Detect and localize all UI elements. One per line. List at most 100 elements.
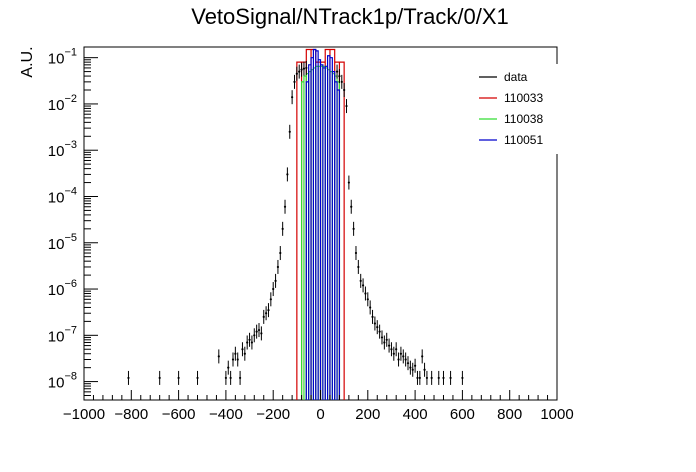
data-point	[276, 265, 280, 269]
data-point	[265, 312, 268, 315]
x-tick-label: 400	[403, 406, 428, 423]
legend-box	[474, 64, 558, 154]
data-point	[127, 376, 130, 380]
data-point	[418, 376, 421, 380]
y-tick-label: 10−1	[48, 47, 77, 68]
data-point	[293, 80, 296, 83]
data-point	[281, 227, 284, 230]
data-point	[380, 336, 384, 339]
data-point	[373, 322, 376, 325]
data-point	[286, 173, 289, 176]
data-points-layer	[127, 60, 464, 385]
data-point	[409, 366, 412, 369]
data-point	[395, 348, 398, 351]
data-point	[300, 68, 303, 71]
x-tick-label: −1000	[63, 406, 105, 423]
x-tick-label: 200	[355, 406, 380, 423]
data-point	[305, 66, 308, 70]
data-point	[411, 368, 414, 371]
x-tick-label: 800	[497, 406, 522, 423]
data-point	[402, 355, 405, 358]
data-point	[425, 376, 429, 380]
data-point	[291, 96, 294, 99]
data-point	[461, 376, 464, 380]
x-tick-label: −200	[256, 406, 290, 423]
data-point	[260, 332, 263, 335]
legend-label-110033: 110033	[504, 91, 543, 105]
data-point	[224, 376, 227, 380]
y-axis-label: A.U.	[19, 46, 36, 77]
data-point	[414, 364, 417, 367]
data-point	[354, 251, 358, 255]
legend-label-110051: 110051	[504, 133, 543, 147]
series-110051-histogram	[305, 48, 341, 400]
x-axis-ticks: −1000 −800 −600 −400 −200 0 200 400 600 800 1000	[63, 390, 574, 423]
data-point	[421, 355, 424, 358]
data-point	[369, 306, 372, 309]
data-point	[404, 358, 407, 361]
data-point	[217, 355, 220, 358]
legend-label-110038: 110038	[504, 112, 543, 126]
x-tick-label: −600	[162, 406, 196, 423]
data-point	[385, 338, 388, 341]
data-point	[345, 104, 348, 108]
data-point	[257, 328, 261, 332]
data-point	[364, 292, 367, 295]
data-point	[236, 358, 239, 361]
data-point	[177, 376, 180, 380]
data-point	[392, 352, 395, 355]
data-point	[262, 315, 265, 318]
data-point	[231, 358, 235, 361]
data-point	[343, 88, 346, 92]
data-point	[279, 251, 282, 255]
data-point	[227, 366, 230, 369]
data-point	[269, 298, 272, 301]
data-point	[295, 72, 298, 75]
y-tick-label: 10−5	[48, 232, 77, 253]
data-point	[241, 348, 244, 351]
data-point	[361, 284, 365, 287]
data-point	[416, 376, 419, 380]
data-point	[347, 181, 350, 184]
x-tick-label: 1000	[540, 406, 573, 423]
data-point	[234, 352, 237, 355]
data-point	[243, 352, 246, 355]
data-point	[338, 74, 341, 78]
data-point	[437, 376, 440, 380]
data-point	[255, 330, 258, 333]
x-tick-label: −800	[114, 406, 148, 423]
data-point	[442, 376, 445, 380]
data-point	[248, 338, 251, 341]
data-point	[158, 376, 161, 380]
data-point	[397, 358, 400, 361]
x-tick-label: 0	[316, 406, 324, 423]
data-point	[335, 70, 339, 73]
data-point	[366, 298, 369, 301]
data-point	[274, 279, 277, 282]
data-point	[250, 341, 254, 344]
data-point	[359, 279, 362, 282]
data-point	[378, 330, 381, 333]
data-point	[302, 67, 306, 70]
y-tick-label: 10−7	[48, 324, 77, 345]
y-tick-label: 10−3	[48, 139, 77, 160]
data-point	[196, 376, 199, 380]
y-tick-label: 10−2	[48, 93, 77, 114]
data-point	[383, 341, 386, 344]
y-tick-label: 10−6	[48, 278, 77, 299]
data-point	[253, 334, 256, 337]
data-point	[283, 205, 287, 208]
x-tick-label: −400	[209, 406, 243, 423]
legend-label-data: data	[504, 70, 528, 84]
histogram-layer	[296, 48, 345, 400]
data-point	[272, 287, 275, 291]
data-point	[350, 205, 353, 208]
chart-title: VetoSignal/NTrack1p/Track/0/X1	[191, 4, 509, 29]
data-point	[423, 368, 426, 371]
data-point	[267, 309, 270, 312]
data-point	[357, 265, 360, 269]
data-point	[376, 326, 379, 329]
data-point	[352, 227, 355, 230]
